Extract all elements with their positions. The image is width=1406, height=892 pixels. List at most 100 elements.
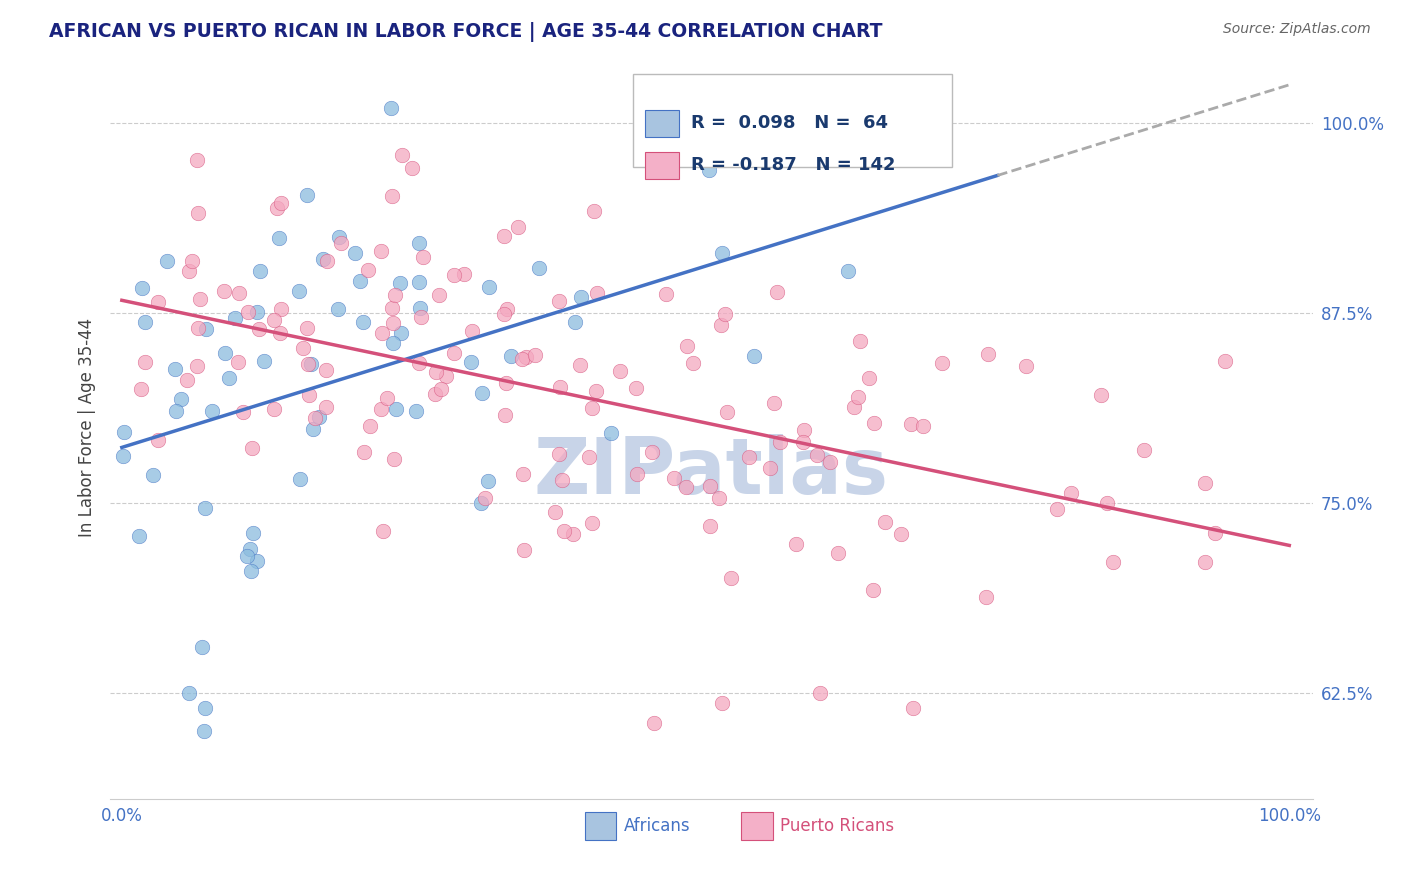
Point <box>624 381 647 395</box>
Point <box>806 448 828 462</box>
Point <box>443 345 465 359</box>
Point <box>246 305 269 319</box>
Point <box>543 505 565 519</box>
Point <box>201 404 224 418</box>
Point <box>194 500 217 515</box>
Point <box>709 491 731 506</box>
Text: R = -0.187   N = 142: R = -0.187 N = 142 <box>690 156 896 174</box>
Point <box>1102 555 1125 569</box>
Point <box>1095 496 1118 510</box>
Point <box>381 336 404 351</box>
Point <box>353 444 375 458</box>
Point <box>193 723 215 738</box>
Point <box>586 286 609 301</box>
Point <box>862 417 884 431</box>
Point <box>551 473 574 487</box>
Point <box>496 301 519 316</box>
Point <box>236 305 259 319</box>
Point <box>326 301 349 316</box>
Point <box>359 418 381 433</box>
Point <box>371 524 394 538</box>
Point <box>818 455 841 469</box>
Point <box>711 697 734 711</box>
Point <box>569 358 592 372</box>
Point <box>931 356 953 370</box>
Point <box>232 405 254 419</box>
Point <box>405 403 427 417</box>
Point <box>1204 526 1226 541</box>
Point <box>246 553 269 567</box>
Point <box>304 411 326 425</box>
Point <box>714 307 737 321</box>
Point <box>409 301 432 315</box>
Point <box>156 254 179 268</box>
Point <box>470 496 492 510</box>
Point <box>134 315 156 329</box>
Point <box>382 316 405 330</box>
Point <box>599 426 621 441</box>
Point <box>742 349 765 363</box>
Text: R =  0.098   N =  64: R = 0.098 N = 64 <box>690 113 889 131</box>
Point <box>460 355 482 369</box>
Point <box>494 229 516 244</box>
Point <box>308 409 330 424</box>
Point <box>710 245 733 260</box>
Point <box>434 368 457 383</box>
Point <box>239 541 262 556</box>
Point <box>270 301 292 316</box>
Point <box>176 373 198 387</box>
Point <box>471 385 494 400</box>
Point <box>263 401 285 416</box>
Point <box>675 480 697 494</box>
Point <box>411 310 433 324</box>
Point <box>263 313 285 327</box>
Point <box>328 230 350 244</box>
Point <box>626 467 648 482</box>
Point <box>370 326 392 341</box>
Point <box>699 519 721 533</box>
Point <box>900 417 922 431</box>
Point <box>357 262 380 277</box>
Point <box>547 447 569 461</box>
Point <box>391 148 413 162</box>
Point <box>179 686 201 700</box>
Point <box>506 219 529 234</box>
Point <box>236 549 259 564</box>
Point <box>312 252 335 267</box>
Bar <box>645 110 679 136</box>
Point <box>384 402 406 417</box>
Text: Puerto Ricans: Puerto Ricans <box>780 817 894 835</box>
Point <box>214 346 236 360</box>
Point <box>873 516 896 530</box>
Point <box>1059 486 1081 500</box>
Point <box>474 491 496 506</box>
Point <box>249 264 271 278</box>
Text: Source: ZipAtlas.com: Source: ZipAtlas.com <box>1223 22 1371 37</box>
Point <box>134 355 156 369</box>
Point <box>242 526 264 541</box>
Text: Africans: Africans <box>624 817 690 835</box>
Point <box>384 288 406 302</box>
Point <box>562 527 585 541</box>
Point <box>582 204 605 219</box>
Point <box>662 470 685 484</box>
Point <box>510 352 533 367</box>
Point <box>654 287 676 301</box>
Point <box>384 452 406 467</box>
Point <box>267 230 290 244</box>
Point <box>315 363 337 377</box>
Point <box>191 640 214 655</box>
Point <box>720 571 742 585</box>
Point <box>297 321 319 335</box>
Point <box>370 402 392 417</box>
Point <box>301 422 323 436</box>
Point <box>377 391 399 405</box>
Point <box>1046 502 1069 516</box>
Point <box>381 188 404 202</box>
Point <box>389 326 412 341</box>
Point <box>291 341 314 355</box>
Point <box>270 196 292 211</box>
Point <box>640 445 662 459</box>
Point <box>186 359 208 373</box>
Point <box>228 285 250 300</box>
